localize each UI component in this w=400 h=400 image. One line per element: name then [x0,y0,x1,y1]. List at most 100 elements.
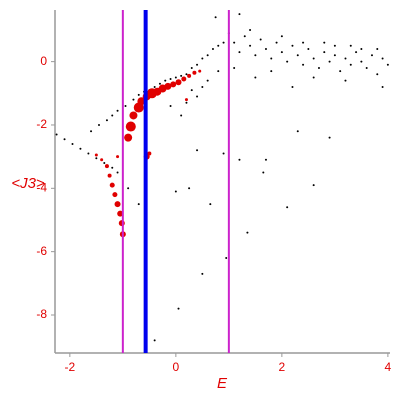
x-tick-label: 0 [173,360,180,374]
point [222,41,225,44]
point [137,93,140,96]
point [170,81,177,88]
point [246,231,249,234]
point [376,47,379,50]
point [339,70,342,73]
point [55,133,58,136]
point [238,158,241,161]
point [105,119,108,122]
point [127,187,130,190]
point [280,51,283,54]
y-tick-label: 0 [40,54,47,68]
point [209,203,212,206]
point [116,109,119,112]
point [264,158,267,161]
point [217,70,220,73]
point [217,44,220,47]
point [238,13,241,16]
point [153,339,156,342]
point [381,57,384,60]
point [181,76,187,82]
point [312,76,315,79]
point [280,35,283,38]
point [116,171,119,174]
y-tick-label: -2 [36,117,47,131]
point [132,98,135,101]
point [344,79,347,82]
point [222,152,225,155]
point [100,158,104,162]
point [344,57,347,60]
point [307,47,310,50]
x-tick-label: -2 [65,360,76,374]
point [87,152,90,155]
point [296,54,299,57]
point [129,111,138,120]
point [71,142,74,145]
point [259,38,262,41]
point [270,70,273,73]
point [192,70,197,75]
point [302,63,305,66]
point [360,47,363,50]
point [349,44,352,47]
y-axis-title: <J3> [11,175,45,192]
point [94,153,98,157]
point [386,63,389,66]
point [196,149,199,152]
point [111,114,114,117]
point [233,41,236,44]
y-tick-label: -8 [36,307,47,321]
point [188,187,191,190]
point [90,130,93,133]
point [270,57,273,60]
point [286,206,289,209]
point [174,190,177,193]
point [275,41,278,44]
point [180,114,183,117]
point [184,98,188,102]
point [180,74,183,77]
point [158,82,161,85]
point [198,69,202,73]
point [185,101,188,104]
point [328,136,331,139]
point [169,104,172,107]
y-tick-label: -4 [36,180,47,194]
point [118,220,125,227]
point [254,76,257,79]
point [196,95,199,98]
point [104,164,109,169]
point [124,133,133,142]
point [185,73,188,76]
point [355,51,358,54]
point [214,16,217,19]
point [328,60,331,63]
point [323,41,326,44]
point [201,85,204,88]
point [187,73,192,78]
point [107,173,112,178]
point [211,47,214,50]
point [323,51,326,54]
point [254,54,257,57]
point [201,272,204,275]
point [264,47,267,50]
point [233,66,236,69]
point [117,210,124,217]
point [333,44,336,47]
point [225,256,228,259]
point [381,85,384,88]
point [164,82,172,90]
point [95,157,98,160]
point [370,54,373,57]
point [63,138,66,141]
point [291,85,294,88]
point [190,89,193,92]
point [360,60,363,63]
point [201,57,204,60]
point [79,147,82,150]
point [125,121,136,132]
point [147,151,152,156]
